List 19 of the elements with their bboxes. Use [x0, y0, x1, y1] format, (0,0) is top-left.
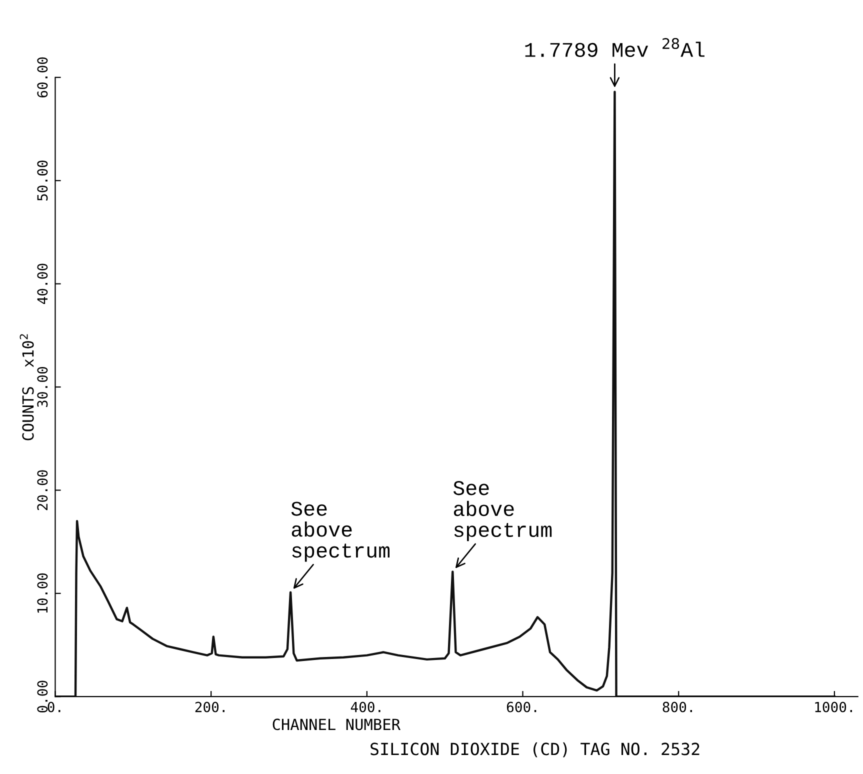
x-tick-label: 0. [48, 702, 60, 712]
x-tick-label: 600. [506, 702, 536, 712]
y-tick-label: 20.00 [37, 470, 48, 510]
y-tick-label: 50.00 [37, 160, 48, 201]
y-tick-label: 40.00 [37, 264, 48, 304]
x-tick-label: 400. [350, 702, 380, 712]
y-tick-label: 0.00 [37, 680, 48, 712]
y-tick-label: 10.00 [37, 573, 48, 613]
annotation: See above spectrum [453, 481, 552, 542]
x-tick-label: 800. [662, 702, 692, 712]
x-axis-title: CHANNEL NUMBER [272, 718, 401, 730]
x-tick-label: 1000. [815, 702, 852, 712]
y-axis-title: COUNTS x10$^{2}$ [20, 334, 34, 440]
y-tick-label: 60.00 [37, 57, 48, 98]
x-tick-label: 200. [195, 702, 224, 712]
y-tick-label: 30.00 [37, 366, 48, 407]
annotation: 1.7789 Mev $^{28}$Al [525, 38, 704, 58]
annotation: See above spectrum [291, 502, 390, 562]
text: SILICON DIOXIDE (CD) TAG NO. 2532 [370, 742, 700, 758]
